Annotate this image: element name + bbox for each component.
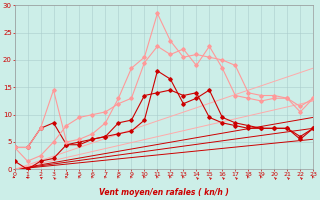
X-axis label: Vent moyen/en rafales ( kn/h ): Vent moyen/en rafales ( kn/h ) <box>99 188 229 197</box>
